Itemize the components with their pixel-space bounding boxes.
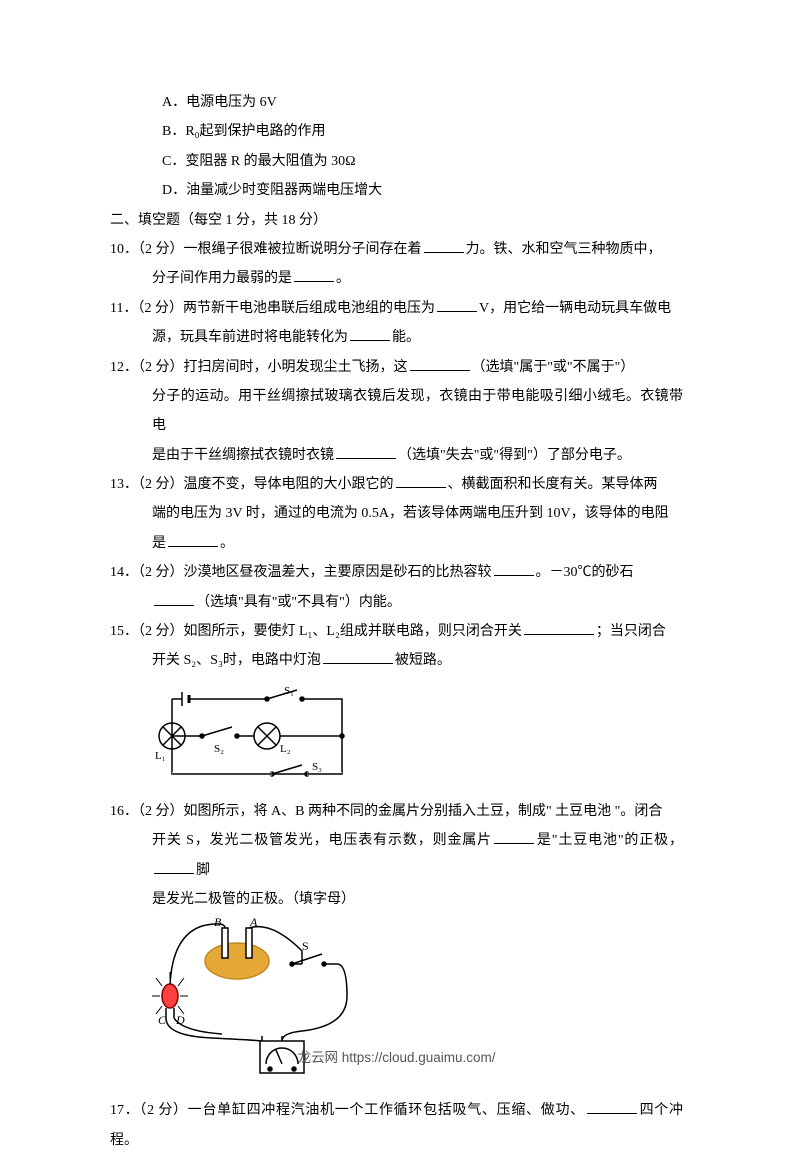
q11-text-c: 源，玩具车前进时将电能转化为 bbox=[152, 330, 348, 345]
label-c: C bbox=[158, 1013, 167, 1027]
q11-text-d: 能。 bbox=[392, 330, 420, 345]
blank bbox=[350, 325, 390, 341]
option-c: C．变阻器 R 的最大阻值为 30Ω bbox=[110, 147, 683, 176]
label-s1: S₁ bbox=[284, 685, 294, 697]
label-a: A bbox=[249, 916, 258, 929]
q12-text-d: 是由于干丝绸擦拭衣镜时衣镜 bbox=[152, 448, 334, 463]
section-2-title: 二、填空题（每空 1 分，共 18 分） bbox=[110, 206, 683, 235]
q16-line1: 16．（2 分）如图所示，将 A、B 两种不同的金属片分别插入土豆，制成" 土豆… bbox=[110, 797, 683, 826]
q16-line2: 开关 S，发光二极管发光，电压表有示数，则金属片 是"土豆电池"的正极， 脚 bbox=[110, 826, 683, 885]
blank bbox=[336, 442, 396, 458]
q12-line1: 12．（2 分）打扫房间时，小明发现尘土飞扬，这 （选填"属于"或"不属于"） bbox=[110, 353, 683, 382]
blank bbox=[168, 530, 218, 546]
blank bbox=[323, 648, 393, 664]
option-b: B．R₀起到保护电路的作用 bbox=[110, 117, 683, 146]
label-l1: L₁ bbox=[155, 750, 166, 762]
blank bbox=[154, 857, 194, 873]
footer-text: 龙云网 https://cloud.guaimu.com/ bbox=[0, 1044, 793, 1072]
q10-text-d: 。 bbox=[336, 271, 350, 286]
q10-line1: 10．（2 分）一根绳子很难被拉断说明分子间存在着 力。铁、水和空气三种物质中， bbox=[110, 235, 683, 264]
q15-line1: 15．（2 分）如图所示，要使灯 L₁、L₂组成并联电路，则只闭合开关 ；当只闭合 bbox=[110, 617, 683, 646]
q16-text-b: 开关 S，发光二极管发光，电压表有示数，则金属片 bbox=[152, 833, 492, 848]
q11-line1: 11．（2 分）两节新干电池串联后组成电池组的电压为 V，用它给一辆电动玩具车做电 bbox=[110, 294, 683, 323]
q10-line2: 分子间作用力最弱的是 。 bbox=[110, 264, 683, 293]
label-s2: S₂ bbox=[214, 743, 224, 755]
blank bbox=[410, 354, 470, 370]
q13-text-d: 是 bbox=[152, 536, 166, 551]
blank bbox=[424, 237, 464, 253]
q15-text-d: 被短路。 bbox=[395, 653, 451, 668]
option-a: A．电源电压为 6V bbox=[110, 88, 683, 117]
q16-text-c: 是"土豆电池"的正极， bbox=[536, 833, 683, 848]
q15-text-b: ；当只闭合 bbox=[596, 624, 666, 639]
blank bbox=[396, 472, 446, 488]
blank bbox=[294, 266, 334, 282]
blank bbox=[587, 1098, 637, 1114]
page: A．电源电压为 6V B．R₀起到保护电路的作用 C．变阻器 R 的最大阻值为 … bbox=[0, 0, 793, 1122]
label-s3: S₃ bbox=[312, 761, 322, 773]
label-l2: L₂ bbox=[280, 743, 291, 755]
q13-text-e: 。 bbox=[220, 536, 234, 551]
q11-text-b: V，用它给一辆电动玩具车做电 bbox=[479, 301, 671, 316]
blank bbox=[437, 295, 477, 311]
q12-text-e: （选填"失去"或"得到"）了部分电子。 bbox=[398, 448, 631, 463]
label-s: S bbox=[302, 939, 309, 953]
q12-text-b: （选填"属于"或"不属于"） bbox=[472, 360, 635, 375]
q15-line2: 开关 S₂、S₃时，电路中灯泡 被短路。 bbox=[110, 646, 683, 675]
q15-text-c: 开关 S₂、S₃时，电路中灯泡 bbox=[152, 653, 321, 668]
q14-text-b: 。－30℃的砂石 bbox=[536, 565, 634, 580]
label-d: D bbox=[175, 1013, 185, 1027]
q12-line3: 是由于干丝绸擦拭衣镜时衣镜 （选填"失去"或"得到"）了部分电子。 bbox=[110, 441, 683, 470]
q16-line3: 是发光二极管的正极。（填字母） bbox=[110, 885, 683, 914]
q14-text-a: 14．（2 分）沙漠地区昼夜温差大，主要原因是砂石的比热容较 bbox=[110, 565, 492, 580]
q17-line1: 17．（2 分）一台单缸四冲程汽油机一个工作循环包括吸气、压缩、做功、四个冲程。 bbox=[110, 1096, 683, 1155]
q16-text-d: 脚 bbox=[196, 863, 210, 878]
q10-text-a: 10．（2 分）一根绳子很难被拉断说明分子间存在着 bbox=[110, 242, 422, 257]
q13-line3: 是。 bbox=[110, 529, 683, 558]
q11-line2: 源，玩具车前进时将电能转化为 能。 bbox=[110, 323, 683, 352]
blank bbox=[494, 560, 534, 576]
blank bbox=[524, 619, 594, 635]
q13-line2: 端的电压为 3V 时，通过的电流为 0.5A，若该导体两端电压升到 10V，该导… bbox=[110, 499, 683, 528]
q15-text-a: 15．（2 分）如图所示，要使灯 L₁、L₂组成并联电路，则只闭合开关 bbox=[110, 624, 522, 639]
q10-text-b: 力。铁、水和空气三种物质中， bbox=[466, 242, 662, 257]
circuit-diagram-1: S₁ S₂ S₃ L₁ L₂ bbox=[152, 684, 362, 789]
q12-line2: 分子的运动。用干丝绸擦拭玻璃衣镜后发现，衣镜由于带电能吸引细小绒毛。衣镜带电 bbox=[110, 382, 683, 441]
q13-line1: 13．（2 分）温度不变，导体电阻的大小跟它的 、横截面积和长度有关。某导体两 bbox=[110, 470, 683, 499]
label-b: B bbox=[214, 916, 222, 929]
q13-text-a: 13．（2 分）温度不变，导体电阻的大小跟它的 bbox=[110, 477, 394, 492]
q10-text-c: 分子间作用力最弱的是 bbox=[152, 271, 292, 286]
q14-line1: 14．（2 分）沙漠地区昼夜温差大，主要原因是砂石的比热容较 。－30℃的砂石 bbox=[110, 558, 683, 587]
q17-text-a: 17．（2 分）一台单缸四冲程汽油机一个工作循环包括吸气、压缩、做功、 bbox=[110, 1103, 585, 1118]
q14-text-c: （选填"具有"或"不具有"）内能。 bbox=[196, 595, 401, 610]
blank bbox=[494, 828, 534, 844]
q11-text-a: 11．（2 分）两节新干电池串联后组成电池组的电压为 bbox=[110, 301, 435, 316]
option-d: D．油量减少时变阻器两端电压增大 bbox=[110, 176, 683, 205]
blank bbox=[154, 589, 194, 605]
q12-text-a: 12．（2 分）打扫房间时，小明发现尘土飞扬，这 bbox=[110, 360, 408, 375]
q14-line2: （选填"具有"或"不具有"）内能。 bbox=[110, 588, 683, 617]
q13-text-b: 、横截面积和长度有关。某导体两 bbox=[448, 477, 658, 492]
